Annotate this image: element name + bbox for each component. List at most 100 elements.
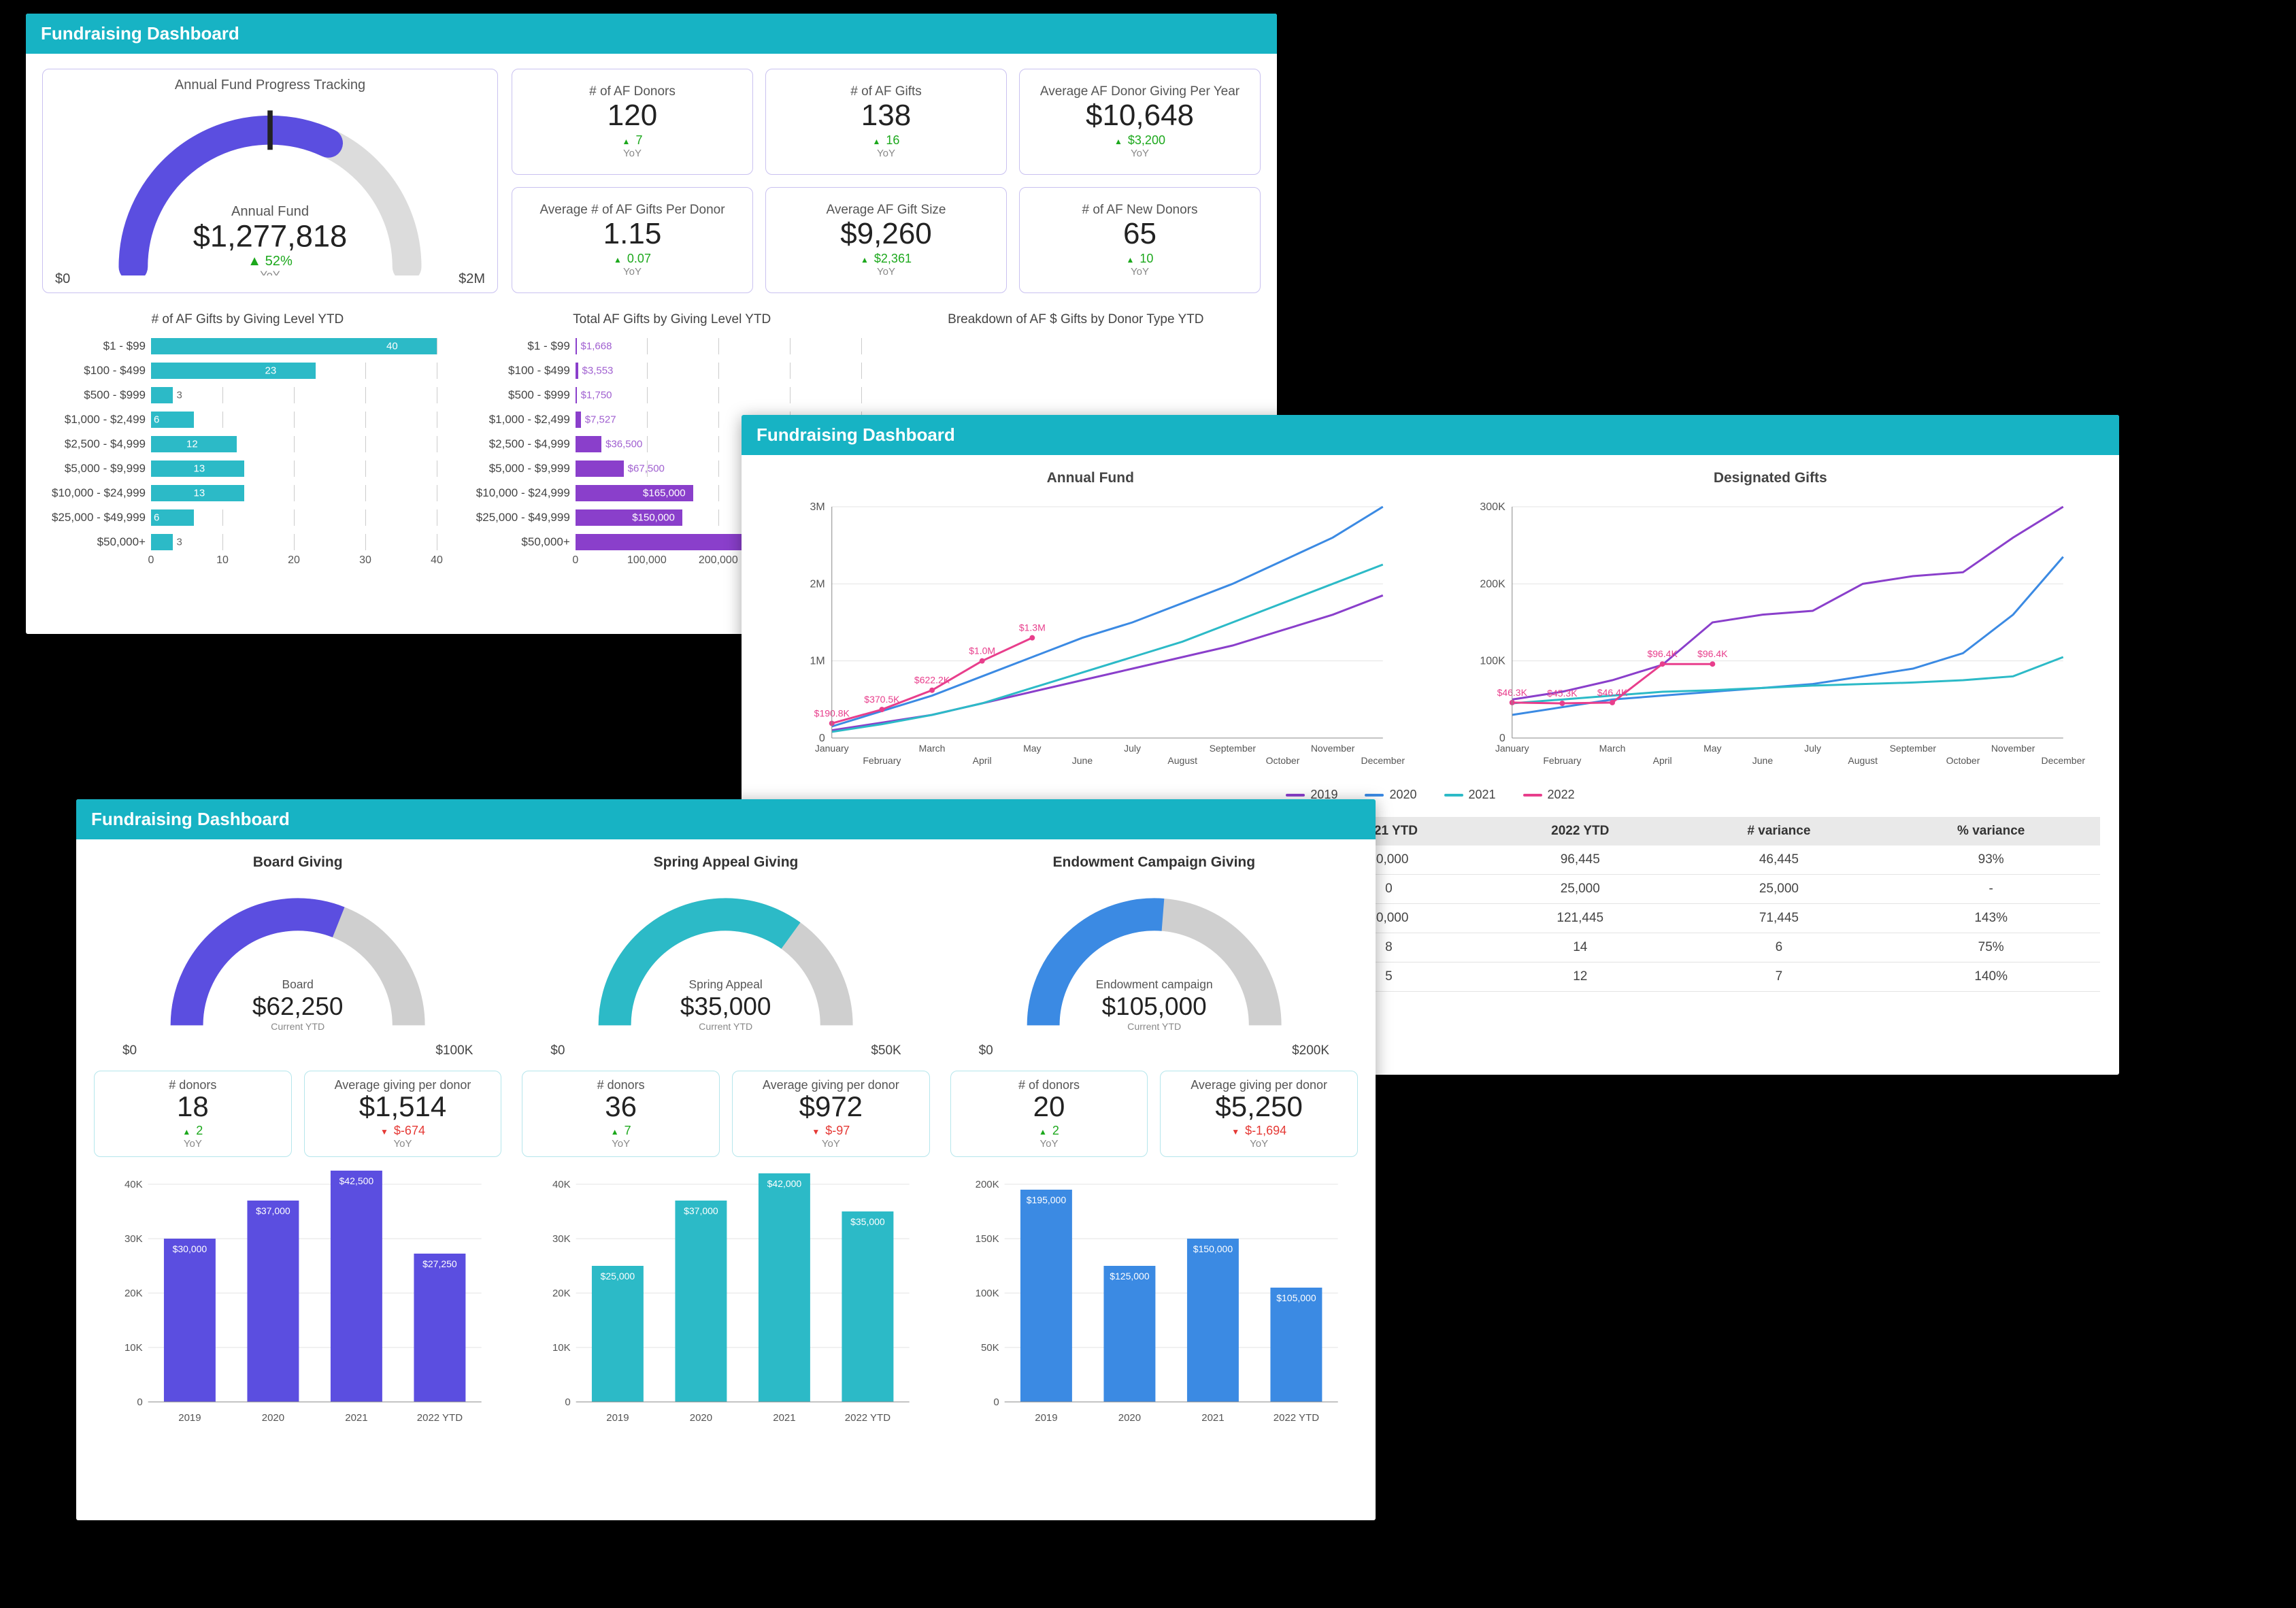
svg-text:40K: 40K (124, 1179, 143, 1190)
metric-sub: YoY (623, 266, 642, 278)
metric-card: Average # of AF Gifts Per Donor1.150.07Y… (512, 187, 753, 293)
svg-text:2020: 2020 (690, 1412, 712, 1424)
svg-text:30K: 30K (124, 1233, 143, 1245)
svg-text:300K: 300K (1480, 501, 1505, 513)
gauge-title: Annual Fund Progress Tracking (175, 78, 365, 93)
hbar-row: $100 - $49923 (42, 358, 453, 383)
campaign-title: Spring Appeal Giving (654, 854, 799, 871)
hbar-row: $1 - $99$1,668 (467, 334, 878, 358)
svg-text:September: September (1889, 743, 1936, 754)
vbar-chart: 010K20K30K40K$25,0002019$37,0002020$42,0… (522, 1171, 929, 1429)
svg-text:August: August (1167, 755, 1197, 766)
metric-delta: 0.07 (614, 252, 651, 266)
svg-text:▲ 52%: ▲ 52% (248, 254, 293, 269)
chartA-title: Annual Fund (761, 470, 1420, 486)
svg-text:$125,000: $125,000 (1110, 1271, 1150, 1282)
svg-text:December: December (2041, 755, 2085, 766)
pie-title: Breakdown of AF $ Gifts by Donor Type YT… (891, 312, 1261, 327)
metric-value: 65 (1123, 219, 1157, 249)
svg-text:September: September (1210, 743, 1257, 754)
svg-text:$42,500: $42,500 (339, 1175, 374, 1186)
metric-label: # of AF Donors (589, 84, 676, 99)
svg-text:$96.4K: $96.4K (1647, 648, 1678, 659)
svg-text:Current YTD: Current YTD (1127, 1021, 1181, 1032)
panel-campaigns: Fundraising Dashboard Board GivingBoard$… (76, 799, 1376, 1520)
hbar-row: $5,000 - $9,99913 (42, 456, 453, 481)
panel-header: Fundraising Dashboard (26, 14, 1277, 54)
svg-text:2021: 2021 (773, 1412, 796, 1424)
campaign-title: Endowment Campaign Giving (1053, 854, 1256, 871)
metric-value: 120 (608, 101, 657, 131)
svg-text:$42,000: $42,000 (767, 1178, 802, 1189)
panel-header: Fundraising Dashboard (742, 415, 2119, 455)
legend-item: 2021 (1444, 788, 1496, 802)
campaign-column: Spring Appeal GivingSpring Appeal$35,000… (522, 854, 929, 1429)
svg-text:$30,000: $30,000 (173, 1243, 207, 1254)
svg-text:$37,000: $37,000 (256, 1205, 290, 1216)
hbar-row: $500 - $999$1,750 (467, 383, 878, 407)
table-header: # variance (1676, 817, 1882, 845)
legend-swatch (1365, 794, 1384, 797)
metric-sub: YoY (877, 148, 895, 159)
svg-text:October: October (1266, 755, 1300, 766)
svg-text:$370.5K: $370.5K (864, 694, 900, 705)
svg-text:July: July (1124, 743, 1141, 754)
metric-card: Average AF Donor Giving Per Year$10,648$… (1019, 69, 1261, 175)
svg-text:February: February (1543, 755, 1581, 766)
gauge-annual-fund: Annual Fund Progress Tracking Annual Fun… (42, 69, 498, 293)
hbar-row: $10,000 - $24,99913 (42, 481, 453, 505)
metric-label: Average # of AF Gifts Per Donor (539, 203, 725, 218)
svg-text:30K: 30K (552, 1233, 571, 1245)
campaign-column: Board GivingBoard$62,250Current YTD$0$10… (94, 854, 501, 1429)
svg-text:100K: 100K (1480, 656, 1505, 667)
donut-gauge: Endowment campaign$105,000Current YTD (950, 877, 1358, 1048)
metric-sub: YoY (877, 266, 895, 278)
svg-text:200K: 200K (975, 1179, 999, 1190)
metric-sub: YoY (623, 148, 642, 159)
kpi-card: # of donors202YoY (950, 1071, 1148, 1157)
metric-card: Average AF Gift Size$9,260$2,361YoY (765, 187, 1007, 293)
kpi-card: Average giving per donor$5,250$-1,694YoY (1160, 1071, 1358, 1157)
gauge-max: $2M (459, 271, 485, 287)
metric-sub: YoY (1131, 148, 1149, 159)
metric-label: # of AF Gifts (850, 84, 922, 99)
svg-text:20K: 20K (552, 1288, 571, 1299)
legend-label: 2021 (1469, 788, 1496, 802)
svg-text:August: August (1848, 755, 1878, 766)
svg-text:November: November (1991, 743, 2035, 754)
table-header: % variance (1882, 817, 2100, 845)
svg-text:100K: 100K (975, 1288, 999, 1299)
hbar-row: $100 - $499$3,553 (467, 358, 878, 383)
chartB-title: Designated Gifts (1441, 470, 2101, 486)
metric-delta: 10 (1127, 252, 1154, 266)
svg-text:January: January (815, 743, 849, 754)
metric-delta: $3,200 (1114, 133, 1165, 148)
svg-text:0: 0 (137, 1396, 142, 1408)
campaign-title: Board Giving (253, 854, 343, 871)
svg-text:June: June (1072, 755, 1093, 766)
svg-text:March: March (919, 743, 946, 754)
metric-value: $10,648 (1086, 101, 1194, 131)
hbar-row: $1,000 - $2,4996 (42, 407, 453, 432)
hbar2-title: Total AF Gifts by Giving Level YTD (467, 312, 878, 327)
campaign-column: Endowment Campaign Giving Endowment campa… (950, 854, 1358, 1429)
metric-card: # of AF New Donors6510YoY (1019, 187, 1261, 293)
metric-delta: 16 (873, 133, 900, 148)
metric-sub: YoY (1131, 266, 1149, 278)
svg-text:May: May (1023, 743, 1041, 754)
legend-swatch (1523, 794, 1542, 797)
panel-header: Fundraising Dashboard (76, 799, 1376, 839)
svg-text:December: December (1361, 755, 1405, 766)
svg-text:10K: 10K (552, 1342, 571, 1354)
svg-text:$35,000: $35,000 (850, 1216, 885, 1227)
svg-text:2021: 2021 (1201, 1412, 1224, 1424)
kpi-card: # donors182YoY (94, 1071, 292, 1157)
svg-text:$35,000: $35,000 (680, 992, 771, 1020)
svg-text:2019: 2019 (178, 1412, 201, 1424)
svg-text:0: 0 (993, 1396, 999, 1408)
svg-text:$105,000: $105,000 (1101, 992, 1206, 1020)
kpi-card: # donors367YoY (522, 1071, 720, 1157)
gauge-min: $0 (55, 271, 70, 287)
svg-text:$1,277,818: $1,277,818 (193, 218, 347, 253)
svg-text:1M: 1M (810, 656, 825, 667)
